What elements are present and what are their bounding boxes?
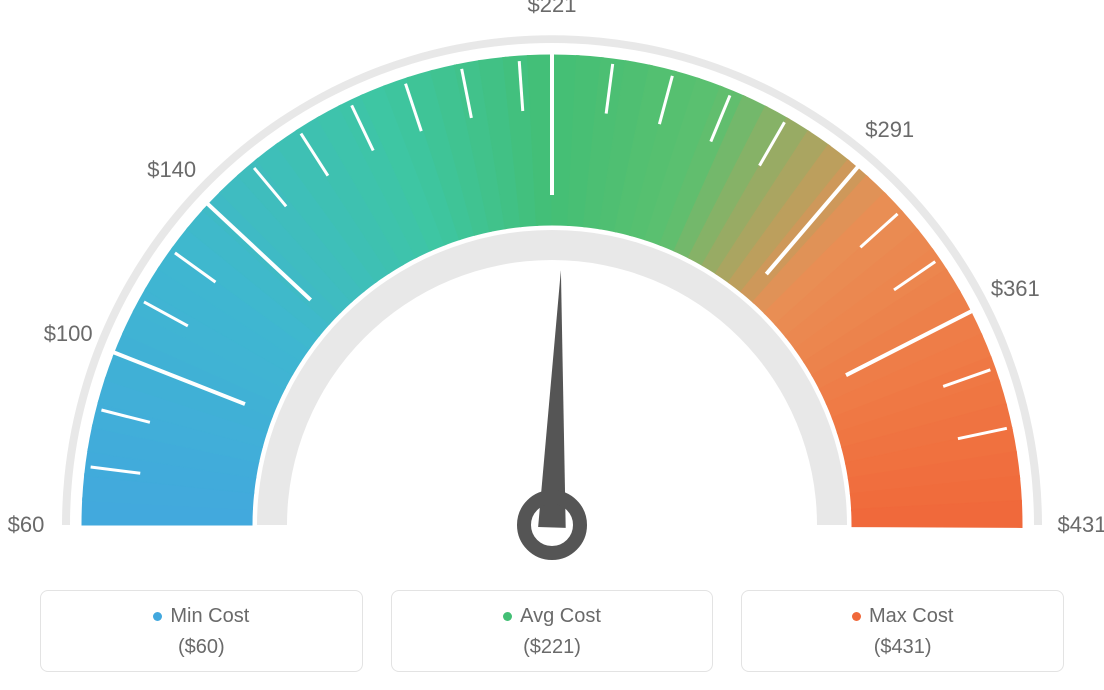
gauge-tick-label: $431: [1058, 512, 1104, 538]
legend-dot-min: [153, 612, 162, 621]
gauge-tick-label: $100: [44, 321, 93, 347]
legend-label-avg: Avg Cost: [520, 605, 601, 628]
legend-label-max: Max Cost: [869, 605, 953, 628]
legend-title-avg: Avg Cost: [503, 605, 601, 628]
legend-title-max: Max Cost: [852, 605, 953, 628]
legend-value-avg: ($221): [400, 636, 705, 659]
gauge-tick-label: $60: [8, 512, 45, 538]
gauge-tick-label: $291: [865, 117, 914, 143]
gauge-tick-label: $221: [528, 0, 577, 18]
cost-gauge-chart: $60 $100 $140 $221 $291 $361 $431: [0, 0, 1104, 570]
legend-label-min: Min Cost: [170, 605, 249, 628]
legend-card-min: Min Cost ($60): [40, 590, 363, 672]
legend-dot-avg: [503, 612, 512, 621]
legend-row: Min Cost ($60) Avg Cost ($221) Max Cost …: [0, 590, 1104, 672]
gauge-tick-label: $140: [147, 157, 196, 183]
legend-card-avg: Avg Cost ($221): [391, 590, 714, 672]
legend-card-max: Max Cost ($431): [741, 590, 1064, 672]
legend-title-min: Min Cost: [153, 605, 249, 628]
gauge-svg: [0, 0, 1104, 570]
legend-value-max: ($431): [750, 636, 1055, 659]
legend-value-min: ($60): [49, 636, 354, 659]
gauge-tick-label: $361: [991, 276, 1040, 302]
legend-dot-max: [852, 612, 861, 621]
